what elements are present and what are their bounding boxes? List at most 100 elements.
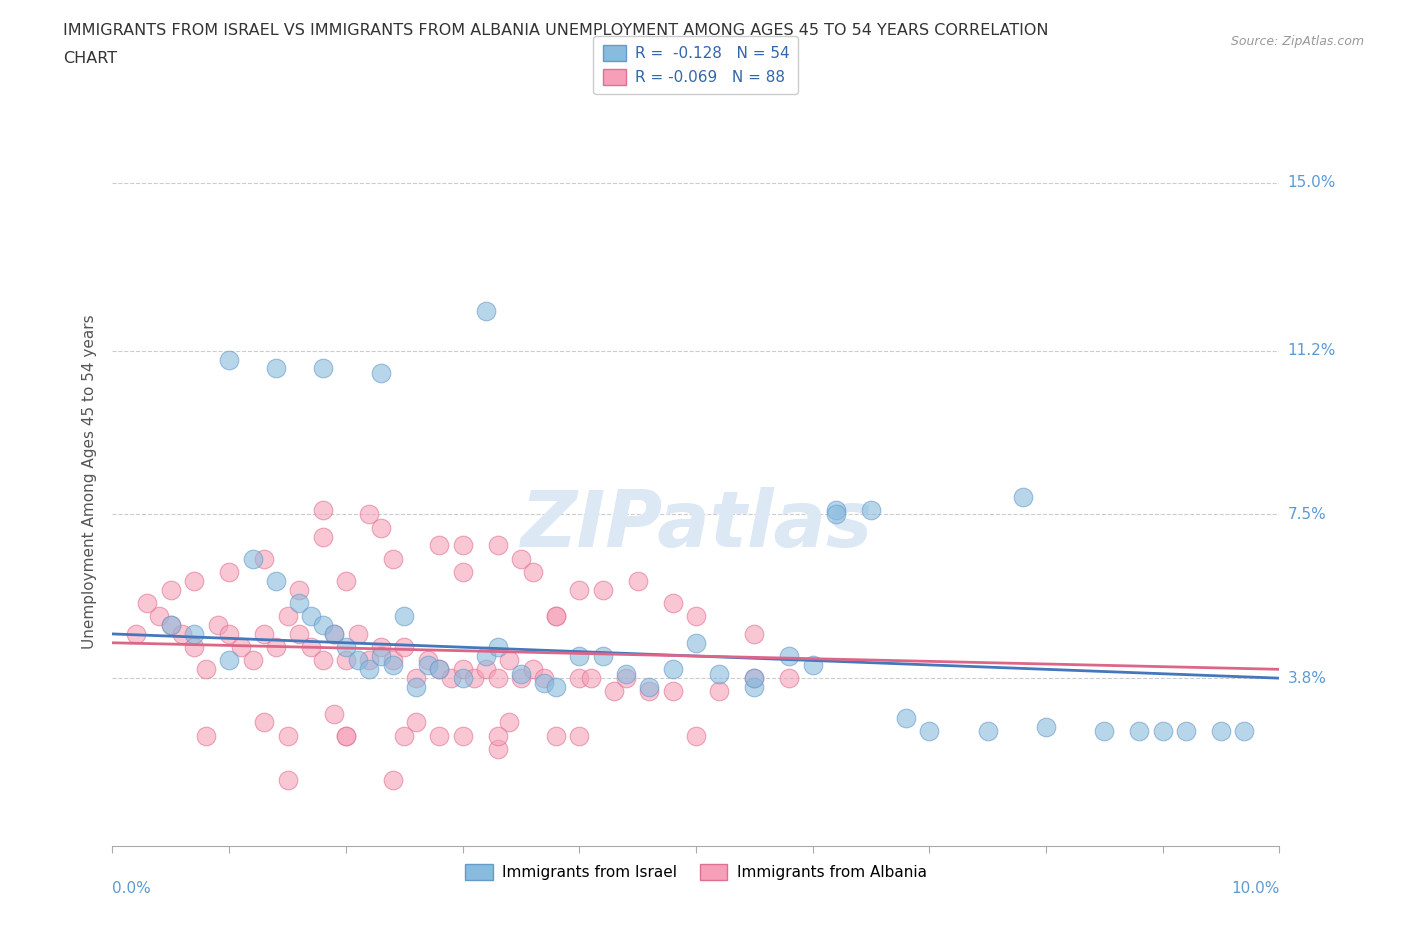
Point: [218, 627, 240, 642]
Point: [498, 653, 520, 668]
Point: [1128, 724, 1150, 738]
Point: [918, 724, 941, 738]
Text: 3.8%: 3.8%: [1288, 671, 1327, 685]
Y-axis label: Unemployment Among Ages 45 to 54 years: Unemployment Among Ages 45 to 54 years: [82, 314, 97, 648]
Point: [533, 671, 555, 685]
Point: [486, 671, 509, 685]
Point: [242, 551, 264, 566]
Point: [544, 728, 567, 743]
Point: [381, 773, 404, 788]
Point: [299, 609, 322, 624]
Point: [614, 671, 637, 685]
Point: [544, 609, 567, 624]
Point: [416, 658, 439, 672]
Text: 7.5%: 7.5%: [1288, 507, 1326, 522]
Text: ZIPatlas: ZIPatlas: [520, 487, 872, 563]
Point: [614, 666, 637, 681]
Point: [463, 671, 485, 685]
Point: [359, 507, 381, 522]
Point: [685, 635, 707, 650]
Point: [218, 352, 240, 367]
Point: [568, 728, 591, 743]
Point: [394, 609, 416, 624]
Point: [160, 582, 183, 597]
Point: [778, 648, 800, 663]
Point: [242, 653, 264, 668]
Point: [638, 680, 661, 695]
Point: [276, 728, 298, 743]
Point: [509, 671, 531, 685]
Point: [427, 728, 450, 743]
Point: [509, 551, 531, 566]
Point: [253, 715, 276, 730]
Point: [451, 538, 474, 552]
Point: [381, 551, 404, 566]
Text: CHART: CHART: [63, 51, 117, 66]
Point: [346, 653, 368, 668]
Point: [323, 627, 346, 642]
Point: [323, 627, 346, 642]
Point: [299, 640, 322, 655]
Point: [533, 675, 555, 690]
Point: [1209, 724, 1232, 738]
Point: [475, 662, 498, 677]
Point: [661, 662, 683, 677]
Point: [486, 640, 509, 655]
Point: [544, 609, 567, 624]
Point: [288, 627, 311, 642]
Point: [486, 538, 509, 552]
Point: [370, 365, 392, 380]
Point: [709, 684, 731, 698]
Point: [264, 361, 287, 376]
Point: [264, 640, 287, 655]
Point: [475, 648, 498, 663]
Legend: Immigrants from Israel, Immigrants from Albania: Immigrants from Israel, Immigrants from …: [460, 857, 932, 886]
Point: [148, 609, 170, 624]
Point: [311, 502, 333, 517]
Point: [451, 662, 474, 677]
Point: [568, 582, 591, 597]
Point: [592, 582, 614, 597]
Text: 10.0%: 10.0%: [1232, 881, 1279, 896]
Point: [207, 618, 229, 632]
Point: [125, 627, 148, 642]
Point: [394, 640, 416, 655]
Point: [427, 662, 450, 677]
Point: [544, 680, 567, 695]
Point: [311, 618, 333, 632]
Point: [685, 728, 707, 743]
Point: [183, 640, 205, 655]
Point: [311, 361, 333, 376]
Point: [451, 728, 474, 743]
Point: [801, 658, 824, 672]
Point: [568, 671, 591, 685]
Point: [661, 684, 683, 698]
Point: [335, 640, 357, 655]
Text: IMMIGRANTS FROM ISRAEL VS IMMIGRANTS FROM ALBANIA UNEMPLOYMENT AMONG AGES 45 TO : IMMIGRANTS FROM ISRAEL VS IMMIGRANTS FRO…: [63, 23, 1049, 38]
Point: [1233, 724, 1256, 738]
Point: [522, 565, 544, 579]
Point: [381, 658, 404, 672]
Point: [311, 529, 333, 544]
Point: [1175, 724, 1198, 738]
Point: [160, 618, 183, 632]
Point: [1035, 720, 1057, 735]
Point: [311, 653, 333, 668]
Point: [1152, 724, 1174, 738]
Point: [370, 640, 392, 655]
Point: [498, 715, 520, 730]
Point: [229, 640, 252, 655]
Point: [709, 666, 731, 681]
Point: [451, 565, 474, 579]
Point: [288, 582, 311, 597]
Point: [288, 595, 311, 610]
Point: [440, 671, 463, 685]
Point: [335, 728, 357, 743]
Point: [335, 653, 357, 668]
Point: [486, 728, 509, 743]
Point: [638, 684, 661, 698]
Point: [1094, 724, 1116, 738]
Text: Source: ZipAtlas.com: Source: ZipAtlas.com: [1230, 35, 1364, 48]
Point: [405, 680, 427, 695]
Point: [370, 648, 392, 663]
